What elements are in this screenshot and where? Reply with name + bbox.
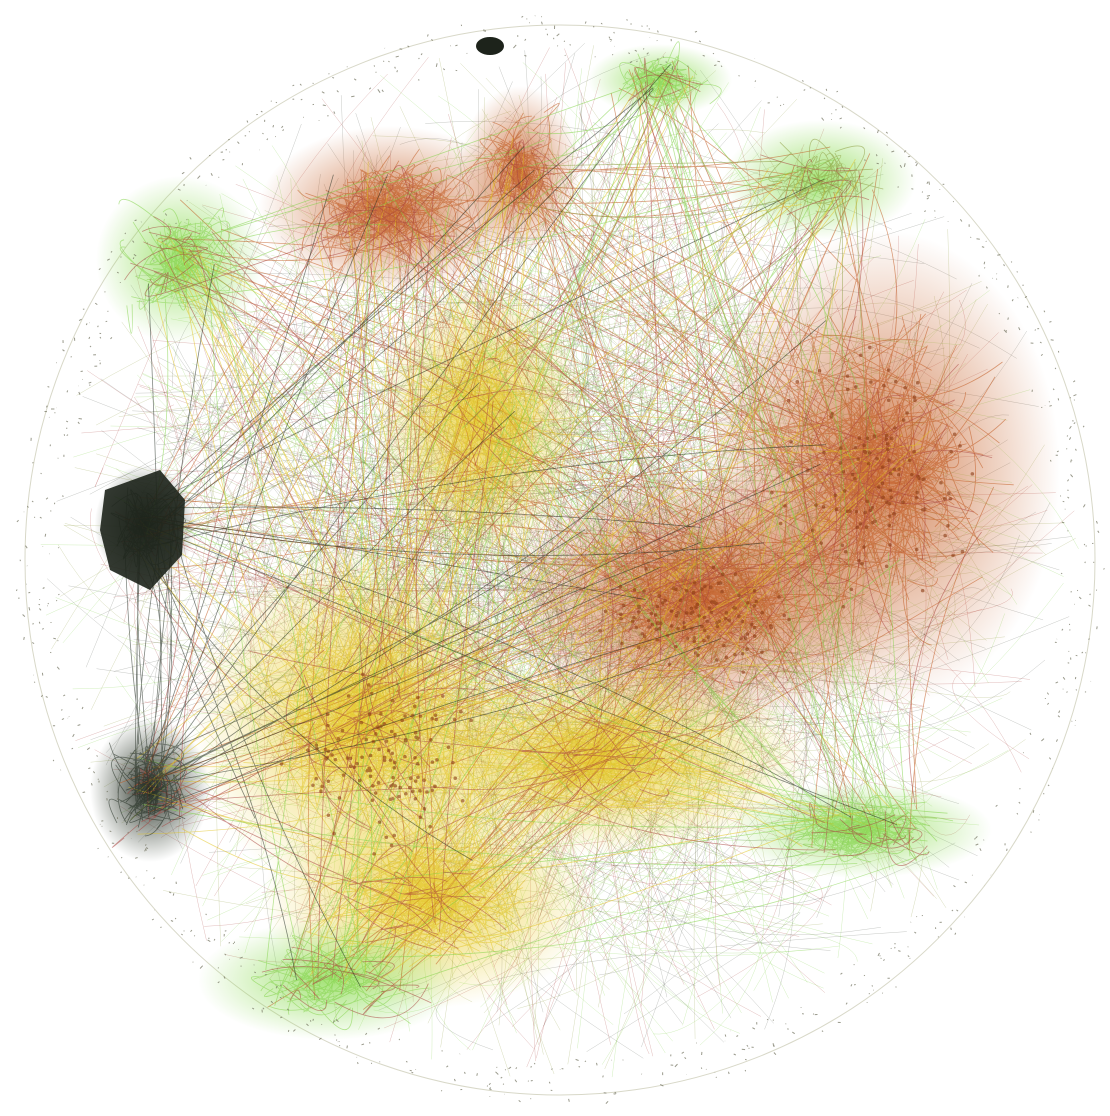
dark-node xyxy=(476,37,504,55)
nodes xyxy=(279,345,975,856)
outer-ring xyxy=(24,24,1096,1096)
peripheral-nodes xyxy=(15,15,1105,1104)
cluster-glow xyxy=(90,718,210,862)
edge-bundle xyxy=(128,71,932,985)
edges xyxy=(15,15,1105,1104)
edge-bundle xyxy=(111,57,993,1019)
dark-cluster xyxy=(100,470,185,590)
